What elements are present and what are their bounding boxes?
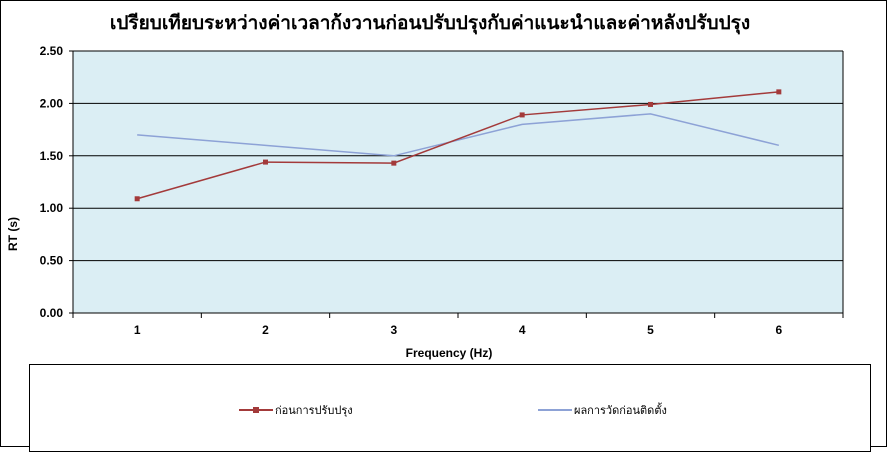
data-point-marker	[134, 196, 140, 202]
series-line-0	[136, 91, 779, 200]
data-point-marker	[263, 159, 268, 165]
x-tick-label: 1	[134, 323, 141, 337]
data-point-marker	[648, 101, 653, 107]
legend: ก่อนการปรับปรุง ผลการวัดก่อนติดตั้ง	[29, 364, 871, 452]
series-line-1	[137, 113, 780, 157]
y-tick-label: 1.50	[40, 149, 64, 163]
y-tick-label: 0.50	[40, 254, 64, 268]
series-lines	[134, 89, 782, 202]
chart-title: เปรียบเทียบระหว่างค่าเวลาก้งวานก่อนปรับป…	[110, 12, 750, 35]
x-tick-label: 5	[647, 323, 654, 337]
legend-item-before-improvement: ก่อนการปรับปรุง	[239, 401, 353, 419]
y-tick-label: 2.00	[40, 96, 64, 110]
data-point-marker	[776, 89, 782, 95]
data-point-marker	[391, 160, 397, 166]
x-tick-label: 3	[390, 323, 397, 337]
y-tick-label: 0.00	[40, 306, 64, 320]
y-tick-label: 2.50	[40, 44, 64, 58]
chart: เปรียบเทียบระหว่างค่าเวลาก้งวานก่อนปรับป…	[6, 12, 844, 360]
x-tick-label: 2	[262, 323, 269, 337]
x-tick-label: 6	[775, 323, 782, 337]
legend-label: ผลการวัดก่อนติดตั้ง	[574, 404, 667, 417]
x-tick-label: 4	[519, 323, 526, 337]
axes: 0.00 0.50 1.00 1.50 2.00 2.50 1 2 3 4 5 6	[40, 44, 844, 337]
plot-area	[73, 51, 843, 313]
x-axis-title: Frequency (Hz)	[406, 346, 493, 360]
y-axis-title: RT (s)	[6, 217, 20, 251]
legend-label: ก่อนการปรับปรุง	[275, 404, 353, 417]
legend-swatch-measured-before-install	[538, 405, 572, 415]
data-point-marker	[519, 112, 525, 118]
y-tick-label: 1.00	[40, 201, 64, 215]
legend-swatch-before-improvement	[239, 405, 273, 415]
legend-item-measured-before-install: ผลการวัดก่อนติดตั้ง	[538, 401, 667, 419]
